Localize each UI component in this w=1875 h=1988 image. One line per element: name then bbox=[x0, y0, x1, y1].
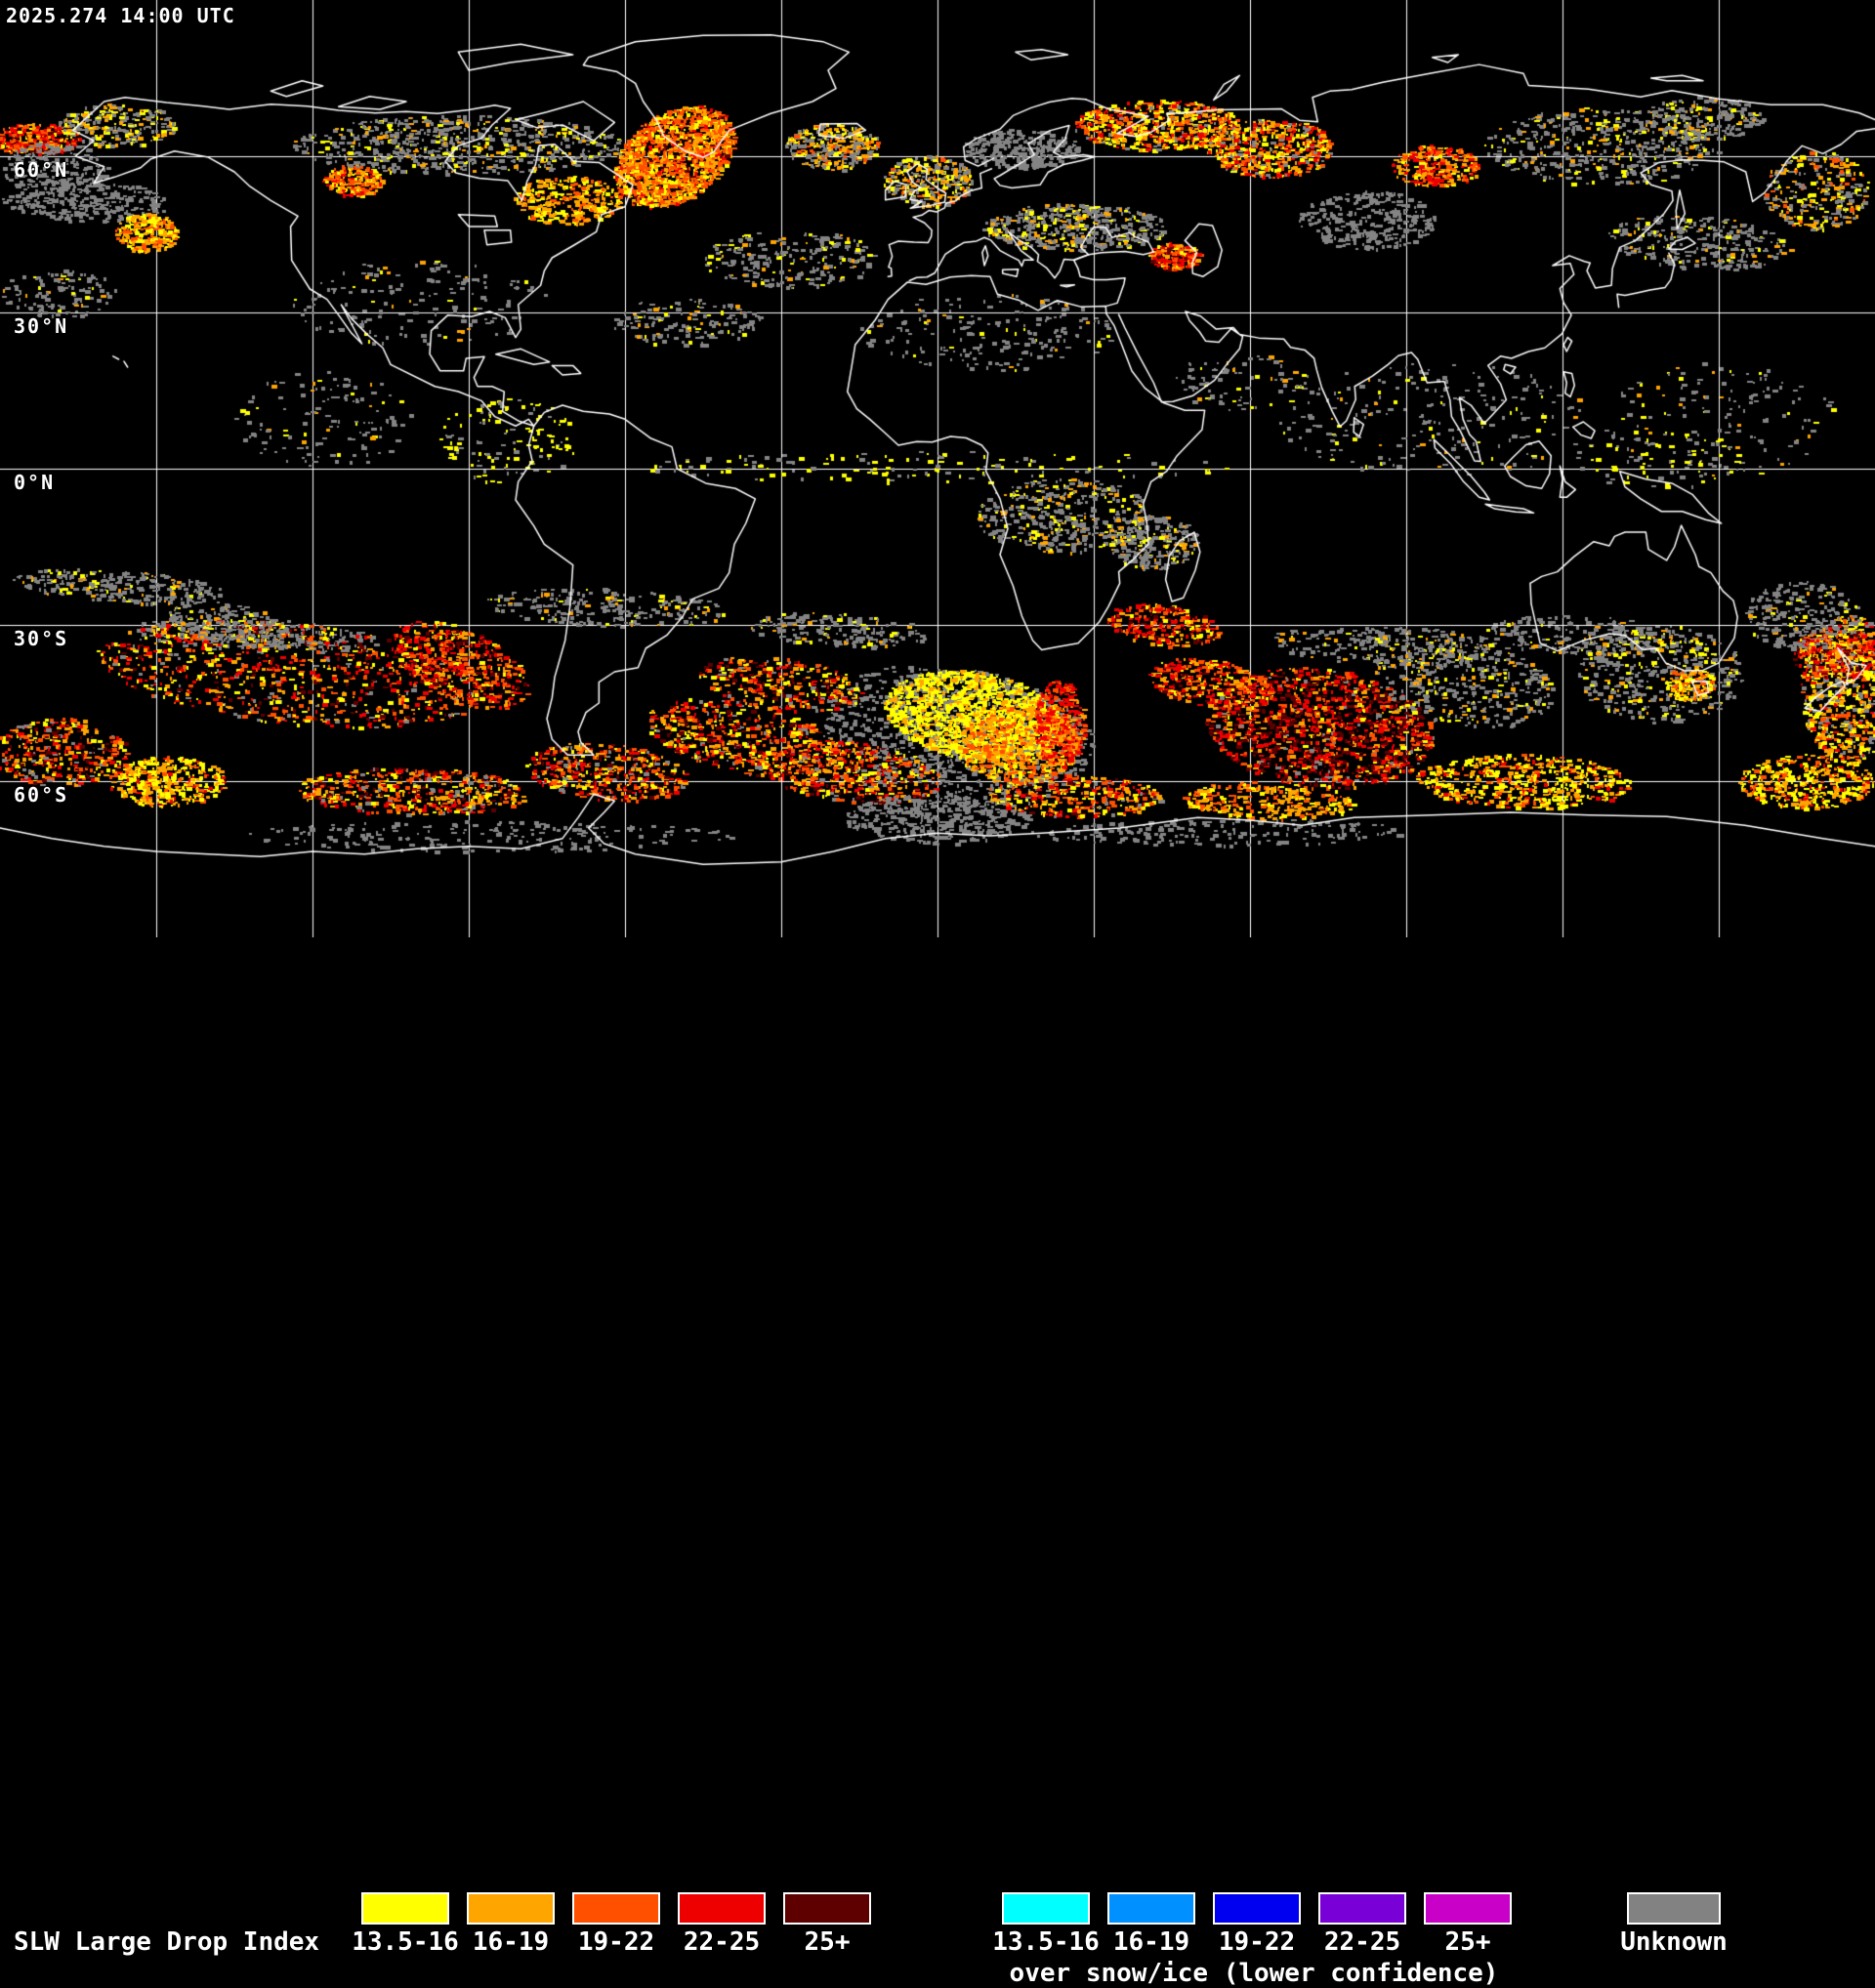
legend-cool-cell: 22-25 bbox=[1318, 1892, 1406, 1957]
cool-swatch-2 bbox=[1107, 1892, 1195, 1925]
warm-range-label-4: 22-25 bbox=[683, 1927, 761, 1957]
world-map-canvas bbox=[0, 0, 1875, 937]
legend-warm-cell: 22-25 bbox=[678, 1892, 766, 1957]
legend-unknown-group: Unknown bbox=[1620, 1892, 1728, 1957]
lat-label-60n: 60°N bbox=[14, 158, 69, 182]
legend-cool-group: 13.5-16 16-19 19-22 22-25 25+ bbox=[992, 1892, 1512, 1957]
legend-snow-ice-subtitle: over snow/ice (lower confidence) bbox=[1009, 1959, 1499, 1988]
legend-cool-cell: 13.5-16 bbox=[992, 1892, 1100, 1957]
warm-range-label-5: 25+ bbox=[804, 1927, 851, 1957]
cool-range-label-5: 25+ bbox=[1444, 1927, 1491, 1957]
lat-label-0n: 0°N bbox=[14, 471, 56, 494]
legend: SLW Large Drop Index 13.5-16 16-19 19-22… bbox=[0, 937, 1875, 1988]
legend-warm-group: 13.5-16 16-19 19-22 22-25 25+ bbox=[352, 1892, 871, 1957]
warm-swatch-3 bbox=[572, 1892, 660, 1925]
timestamp: 2025.274 14:00 UTC bbox=[6, 4, 235, 27]
lat-label-30s: 30°S bbox=[14, 627, 69, 650]
legend-cool-cell: 16-19 bbox=[1107, 1892, 1195, 1957]
legend-unknown-cell: Unknown bbox=[1620, 1892, 1728, 1957]
legend-warm-cell: 13.5-16 bbox=[352, 1892, 459, 1957]
warm-range-label-2: 16-19 bbox=[472, 1927, 550, 1957]
unknown-swatch bbox=[1627, 1892, 1721, 1925]
legend-warm-cell: 19-22 bbox=[572, 1892, 660, 1957]
lat-label-60s: 60°S bbox=[14, 783, 69, 807]
lat-label-30n: 30°N bbox=[14, 314, 69, 338]
cool-range-label-3: 19-22 bbox=[1218, 1927, 1296, 1957]
unknown-label: Unknown bbox=[1620, 1927, 1728, 1957]
legend-cool-cell: 19-22 bbox=[1213, 1892, 1301, 1957]
warm-range-label-3: 19-22 bbox=[577, 1927, 655, 1957]
cool-swatch-4 bbox=[1318, 1892, 1406, 1925]
cool-swatch-1 bbox=[1002, 1892, 1090, 1925]
warm-swatch-5 bbox=[783, 1892, 871, 1925]
cool-swatch-5 bbox=[1424, 1892, 1512, 1925]
warm-swatch-1 bbox=[361, 1892, 449, 1925]
cool-swatch-3 bbox=[1213, 1892, 1301, 1925]
warm-swatch-4 bbox=[678, 1892, 766, 1925]
legend-warm-cell: 25+ bbox=[783, 1892, 871, 1957]
cool-range-label-2: 16-19 bbox=[1112, 1927, 1190, 1957]
cool-range-label-4: 22-25 bbox=[1323, 1927, 1401, 1957]
warm-swatch-2 bbox=[467, 1892, 555, 1925]
legend-cool-cell: 25+ bbox=[1424, 1892, 1512, 1957]
cool-range-label-1: 13.5-16 bbox=[992, 1927, 1100, 1957]
legend-warm-cell: 16-19 bbox=[467, 1892, 555, 1957]
warm-range-label-1: 13.5-16 bbox=[352, 1927, 459, 1957]
legend-title: SLW Large Drop Index bbox=[14, 1927, 320, 1957]
